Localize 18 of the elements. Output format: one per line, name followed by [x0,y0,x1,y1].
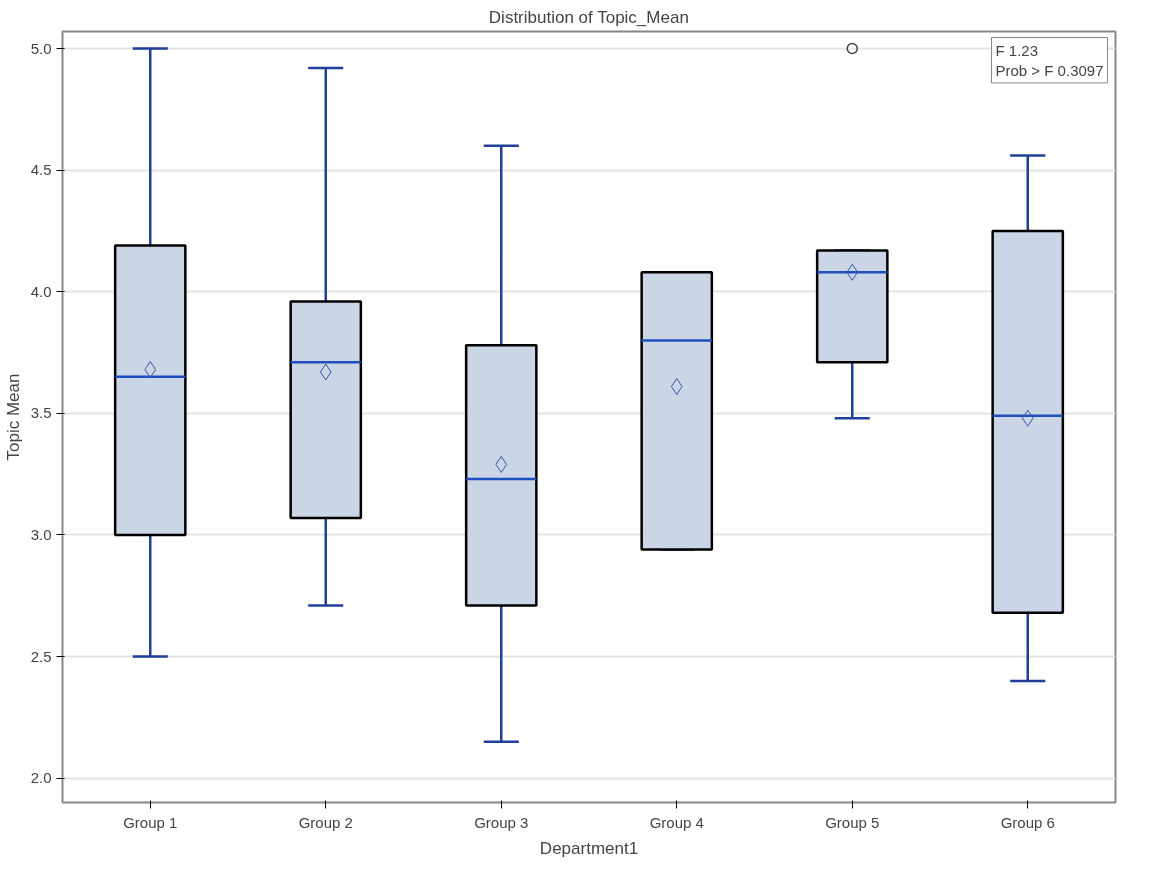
x-axis-title: Department1 [539,838,639,858]
x-tick-label: Group 6 [1000,813,1055,831]
y-axis-title: Topic Mean [3,373,23,461]
annotation: Prob > F 0.3097 [995,61,1104,79]
y-tick-label: 4.5 [30,161,52,179]
y-tick-label: 2.0 [30,769,52,787]
x-tick-label: Group 5 [825,813,880,831]
y-tick-label: 5.0 [30,39,52,57]
y-tick-label: 3.0 [30,525,52,543]
y-tick-label: 3.5 [30,404,52,422]
x-tick-label: Group 3 [474,813,529,831]
x-tick-label: Group 1 [123,813,178,831]
y-tick-label: 4.0 [30,282,52,300]
x-tick-label: Group 2 [298,813,353,831]
y-tick-label: 2.5 [30,647,52,665]
chart-title: Distribution of Topic_Mean [488,7,689,27]
x-tick-label: Group 4 [649,813,704,831]
annotation: F 1.23 [995,41,1039,59]
